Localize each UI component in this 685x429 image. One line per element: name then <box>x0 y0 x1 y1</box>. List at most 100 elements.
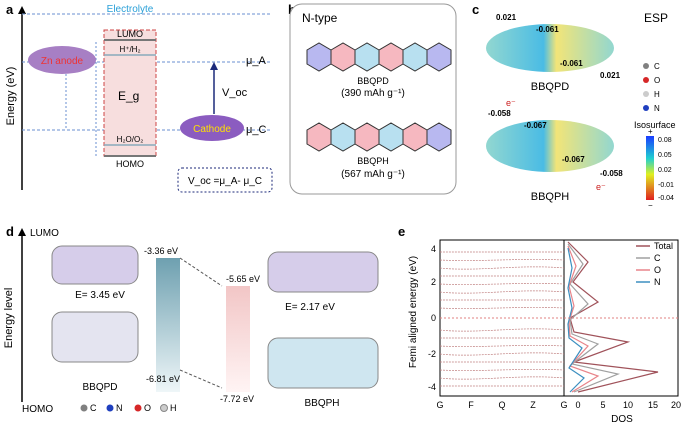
svg-text:Z: Z <box>530 400 536 410</box>
band-xticks: G F Q Z G <box>436 400 567 410</box>
svg-text:F: F <box>468 400 474 410</box>
panel-b: b N-type BBQPD (390 mAh g⁻¹) BBQPH (567 … <box>282 0 462 200</box>
bbqpd-structure <box>306 42 452 72</box>
band-gap-box <box>103 29 157 157</box>
bbqph-homo-orbital <box>267 337 379 389</box>
panel-c-letter: c <box>472 2 480 17</box>
level-homo-2: -7.72 eV <box>220 394 254 404</box>
svg-text:2: 2 <box>431 277 436 287</box>
svg-text:C: C <box>654 253 661 263</box>
svg-text:G: G <box>560 400 567 410</box>
svg-text:Total: Total <box>654 241 673 251</box>
voc-label: V_oc <box>222 87 248 99</box>
panel-e-ylabel: Femi aligned energy (eV) <box>408 256 419 368</box>
energy-axis-arrow <box>18 6 26 14</box>
mu-a-label: μ_A <box>246 55 266 67</box>
d-bbqph-name: BBQPH <box>304 398 339 409</box>
svg-text:0.05: 0.05 <box>658 152 672 159</box>
svg-text:O: O <box>654 76 660 85</box>
svg-text:G: G <box>436 400 443 410</box>
o-reaction-label: H₂O/O₂ <box>117 135 144 144</box>
dos-curve-o <box>567 245 600 393</box>
band-line <box>439 369 565 371</box>
bbqpd-gap-bar <box>156 258 180 392</box>
lumo-label: LUMO <box>117 29 143 39</box>
svg-text:20: 20 <box>671 400 681 410</box>
electron-label-2: e⁻ <box>596 182 606 192</box>
isosurface-colorbar <box>646 136 654 200</box>
gap-e1: E= 3.45 eV <box>75 290 125 301</box>
level-homo-1: -6.81 eV <box>146 374 180 384</box>
colorbar-minus: − <box>648 201 653 210</box>
esp-atom-legend: C O H N <box>643 62 660 113</box>
svg-text:-0.01: -0.01 <box>658 182 674 189</box>
svg-text:Q: Q <box>498 400 505 410</box>
isosurface-title: Isosurface <box>634 120 676 130</box>
svg-text:H: H <box>170 403 177 413</box>
svg-text:O: O <box>654 265 661 275</box>
svg-text:0.08: 0.08 <box>658 137 672 144</box>
panel-e: e Femi aligned energy (eV) 4 2 0 -2 -4 G… <box>398 222 685 429</box>
bbqpd-homo-orbital <box>51 311 139 363</box>
svg-text:N: N <box>654 104 660 113</box>
svg-text:15: 15 <box>648 400 658 410</box>
gap-e2: E= 2.17 eV <box>285 302 335 313</box>
n-type-label: N-type <box>302 11 338 25</box>
svg-text:0.02: 0.02 <box>658 167 672 174</box>
band-line <box>439 328 565 332</box>
dos-legend: Total C O N <box>636 241 673 287</box>
panel-d-ylabel: Energy level <box>3 288 15 349</box>
eg-label: E_g <box>118 89 139 103</box>
dos-xticks: 0 5 10 15 20 <box>575 400 681 410</box>
dos-curve-c <box>567 243 621 393</box>
dos-lines <box>567 241 659 393</box>
band-lines <box>439 251 565 387</box>
svg-text:5: 5 <box>600 400 605 410</box>
e-yticks: 4 2 0 -2 -4 <box>428 244 436 392</box>
svg-text:C: C <box>90 403 97 413</box>
panel-c: c ESP 0.021 -0.061 -0.061 0.021 BBQPD -0… <box>466 0 685 210</box>
cathode-ellipse <box>180 115 244 141</box>
band-line <box>439 259 565 261</box>
svg-text:N: N <box>654 277 661 287</box>
bbqpd-esp-surface <box>486 24 614 72</box>
bbqph-structure <box>306 122 452 152</box>
bbqph-lumo-orbital <box>267 251 379 293</box>
dos-curve-total <box>567 241 659 393</box>
band-line <box>439 290 565 294</box>
svg-text:-2: -2 <box>428 349 436 359</box>
formula-box <box>177 167 273 193</box>
svg-text:-4: -4 <box>428 382 436 392</box>
svg-text:4: 4 <box>431 244 436 254</box>
electrolyte-label: Electrolyte <box>107 4 154 15</box>
homo-label: HOMO <box>116 159 144 169</box>
esp-bot-val-3: -0.067 <box>562 155 585 164</box>
homo-connector <box>179 369 223 389</box>
bbqpd-capacity: (390 mAh g⁻¹) <box>341 88 405 99</box>
level-lumo-1: -3.36 eV <box>144 246 178 256</box>
bbqph-capacity: (567 mAh g⁻¹) <box>341 169 405 180</box>
panel-d: d LUMO HOMO Energy level E= 3.45 eV BBQP… <box>0 222 395 429</box>
panel-a-ylabel: Energy (eV) <box>5 67 17 126</box>
bbqph-esp-surface <box>486 120 614 172</box>
colorbar-plus: + <box>648 127 653 136</box>
panel-a: a Zn anode Cathode Electrolyte LUMO H⁺/H… <box>0 0 280 200</box>
d-bbqpd-name: BBQPD <box>82 382 117 393</box>
electron-label-1: e⁻ <box>506 98 516 108</box>
anode-label: Zn anode <box>41 56 84 67</box>
panel-e-letter: e <box>398 224 406 239</box>
dos-label: DOS <box>611 414 633 425</box>
esp-bot-val-1: -0.058 <box>488 109 511 118</box>
dos-curve-n <box>567 247 585 393</box>
esp-bbqph-name: BBQPH <box>531 191 570 203</box>
band-line <box>439 345 565 347</box>
band-line <box>439 352 565 356</box>
esp-top-val-2: -0.061 <box>536 25 559 34</box>
mu-c-label: μ_C <box>246 124 266 136</box>
voc-arrowhead <box>210 62 218 70</box>
lumo-connector <box>179 257 223 287</box>
panel-d-letter: d <box>6 224 14 239</box>
svg-text:0: 0 <box>575 400 580 410</box>
svg-text:0: 0 <box>431 313 436 323</box>
esp-bot-val-4: -0.058 <box>600 169 623 178</box>
